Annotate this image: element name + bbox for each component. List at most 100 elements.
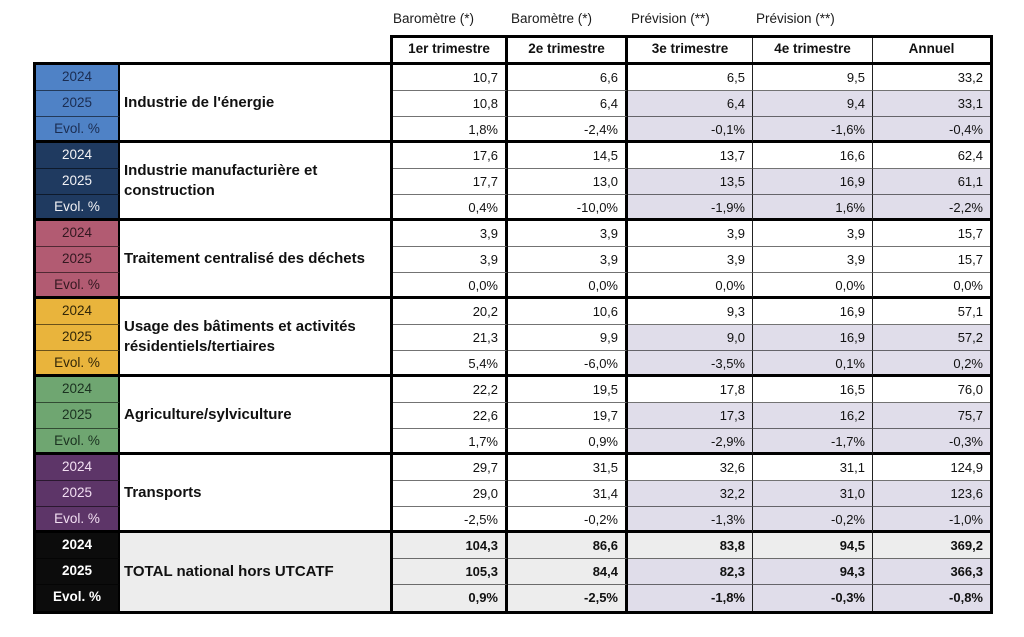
value-cell: 10,6 xyxy=(508,299,628,325)
value-cell: 104,3 xyxy=(393,533,508,559)
column-header-row: 1er trimestre 2e trimestre 3e trimestre … xyxy=(390,35,993,62)
value-cell: 0,0% xyxy=(393,273,508,299)
value-cell: 0,0% xyxy=(628,273,753,299)
value-cell: 31,4 xyxy=(508,481,628,507)
value-cell: 13,7 xyxy=(628,143,753,169)
value-cell: 0,1% xyxy=(753,351,873,377)
sector-name-cell: Usage des bâtiments et activités résiden… xyxy=(120,299,393,377)
value-cell: 82,3 xyxy=(628,559,753,585)
value-cell: 9,5 xyxy=(753,65,873,91)
year-label-cell: 2025 xyxy=(36,247,120,273)
year-label-cell: 2025 xyxy=(36,325,120,351)
group-label-barometre-2: Baromètre (*) xyxy=(511,11,593,26)
value-cell: 9,9 xyxy=(508,325,628,351)
value-cell: -1,9% xyxy=(628,195,753,221)
value-cell: -2,2% xyxy=(873,195,990,221)
value-cell: 19,7 xyxy=(508,403,628,429)
year-label-cell: 2024 xyxy=(36,143,120,169)
value-cell: 6,4 xyxy=(508,91,628,117)
value-cell: 6,5 xyxy=(628,65,753,91)
value-cell: 3,9 xyxy=(753,247,873,273)
value-cell: 13,0 xyxy=(508,169,628,195)
value-cell: 3,9 xyxy=(393,221,508,247)
column-header-1er-trimestre: 1er trimestre xyxy=(393,38,508,62)
value-cell: 3,9 xyxy=(753,221,873,247)
sector-name-cell: Transports xyxy=(120,455,393,533)
value-cell: -1,0% xyxy=(873,507,990,533)
value-cell: 6,4 xyxy=(628,91,753,117)
year-label-cell: Evol. % xyxy=(36,351,120,377)
value-cell: 86,6 xyxy=(508,533,628,559)
value-cell: -0,3% xyxy=(753,585,873,611)
value-cell: 94,3 xyxy=(753,559,873,585)
value-cell: -2,4% xyxy=(508,117,628,143)
value-cell: 16,5 xyxy=(753,377,873,403)
value-cell: 0,0% xyxy=(873,273,990,299)
value-cell: 105,3 xyxy=(393,559,508,585)
value-cell: 62,4 xyxy=(873,143,990,169)
value-cell: -2,9% xyxy=(628,429,753,455)
value-cell: 0,9% xyxy=(508,429,628,455)
value-cell: 3,9 xyxy=(393,247,508,273)
value-cell: 31,0 xyxy=(753,481,873,507)
value-cell: 94,5 xyxy=(753,533,873,559)
value-cell: 17,3 xyxy=(628,403,753,429)
value-cell: 1,6% xyxy=(753,195,873,221)
value-cell: 57,1 xyxy=(873,299,990,325)
value-cell: 366,3 xyxy=(873,559,990,585)
value-cell: 10,7 xyxy=(393,65,508,91)
value-cell: -0,4% xyxy=(873,117,990,143)
year-label-cell: 2025 xyxy=(36,169,120,195)
value-cell: 9,0 xyxy=(628,325,753,351)
year-label-cell: 2024 xyxy=(36,65,120,91)
value-cell: 31,5 xyxy=(508,455,628,481)
group-label-barometre-1: Baromètre (*) xyxy=(393,11,475,26)
value-cell: 29,7 xyxy=(393,455,508,481)
value-cell: 17,8 xyxy=(628,377,753,403)
value-cell: 16,9 xyxy=(753,325,873,351)
value-cell: 15,7 xyxy=(873,247,990,273)
year-label-cell: 2024 xyxy=(36,533,120,559)
sector-name-cell: TOTAL national hors UTCATF xyxy=(120,533,393,611)
value-cell: 3,9 xyxy=(628,247,753,273)
value-cell: 83,8 xyxy=(628,533,753,559)
value-cell: 57,2 xyxy=(873,325,990,351)
sector-name-cell: Traitement centralisé des déchets xyxy=(120,221,393,299)
value-cell: 15,7 xyxy=(873,221,990,247)
value-cell: 20,2 xyxy=(393,299,508,325)
table-body: Industrie de l'énergie 2024 10,7 6,6 6,5 9,5 3… xyxy=(33,62,993,614)
value-cell: 0,0% xyxy=(753,273,873,299)
value-cell: -2,5% xyxy=(393,507,508,533)
value-cell: 76,0 xyxy=(873,377,990,403)
value-cell: 19,5 xyxy=(508,377,628,403)
value-cell: 21,3 xyxy=(393,325,508,351)
value-cell: -0,8% xyxy=(873,585,990,611)
value-cell: 369,2 xyxy=(873,533,990,559)
value-cell: 0,2% xyxy=(873,351,990,377)
value-cell: 16,9 xyxy=(753,299,873,325)
year-label-cell: 2025 xyxy=(36,481,120,507)
value-cell: 10,8 xyxy=(393,91,508,117)
value-cell: 31,1 xyxy=(753,455,873,481)
value-cell: -1,3% xyxy=(628,507,753,533)
value-cell: -0,3% xyxy=(873,429,990,455)
year-label-cell: 2025 xyxy=(36,559,120,585)
year-label-cell: Evol. % xyxy=(36,429,120,455)
value-cell: 6,6 xyxy=(508,65,628,91)
value-cell: -1,6% xyxy=(753,117,873,143)
column-header-4e-trimestre: 4e trimestre xyxy=(753,38,873,62)
group-label-prevision-2: Prévision (**) xyxy=(756,11,835,26)
column-header-2e-trimestre: 2e trimestre xyxy=(508,38,628,62)
value-cell: 1,7% xyxy=(393,429,508,455)
value-cell: 84,4 xyxy=(508,559,628,585)
value-cell: 22,2 xyxy=(393,377,508,403)
value-cell: -0,2% xyxy=(753,507,873,533)
value-cell: 33,2 xyxy=(873,65,990,91)
value-cell: -2,5% xyxy=(508,585,628,611)
year-label-cell: Evol. % xyxy=(36,117,120,143)
column-header-3e-trimestre: 3e trimestre xyxy=(628,38,753,62)
value-cell: 75,7 xyxy=(873,403,990,429)
year-label-cell: Evol. % xyxy=(36,507,120,533)
value-cell: -10,0% xyxy=(508,195,628,221)
value-cell: -1,8% xyxy=(628,585,753,611)
